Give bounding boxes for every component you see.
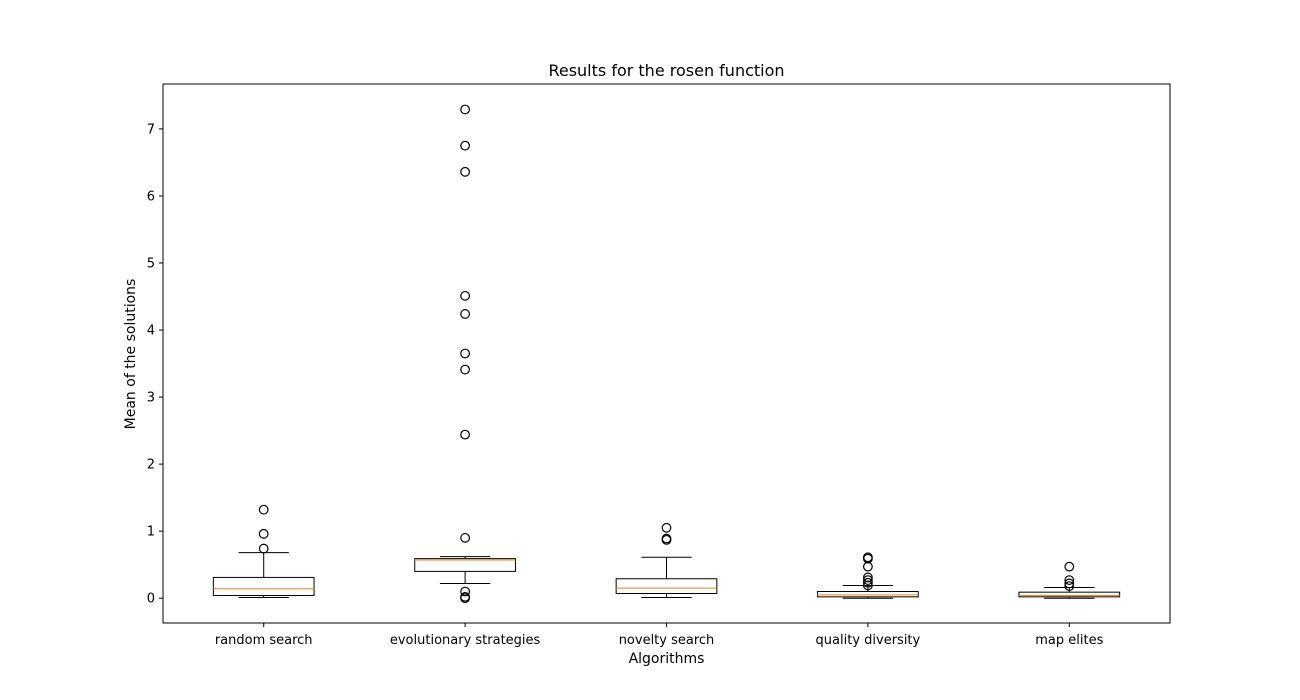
outlier-point <box>863 577 873 588</box>
outlier-point <box>863 552 873 563</box>
y-tick-label: 3 <box>147 391 155 406</box>
box-group <box>212 504 315 599</box>
chart-title: Results for the rosen function <box>548 61 784 80</box>
outlier-point <box>460 309 471 319</box>
outlier-point <box>863 572 873 583</box>
y-axis-label: Mean of the solutions <box>123 279 139 430</box>
outlier-point <box>258 528 269 539</box>
outlier-point <box>460 166 471 177</box>
outlier-point <box>661 522 672 533</box>
outlier-point <box>460 104 471 115</box>
x-tick-label: quality diversity <box>816 633 921 648</box>
outlier-point <box>1064 581 1075 592</box>
y-tick-label: 2 <box>147 458 155 473</box>
iqr-box <box>414 558 516 572</box>
y-tick-label: 0 <box>147 592 155 607</box>
axis-ticks: 0 1 2 3 4 5 6 7 random search evolutionary strate… <box>147 122 1104 648</box>
outlier-point <box>460 290 471 301</box>
outlier-point <box>460 429 471 440</box>
outlier-point <box>258 504 269 515</box>
y-tick-label: 7 <box>147 122 155 137</box>
outlier-point <box>460 532 471 543</box>
outlier-point <box>460 140 471 151</box>
y-tick-label: 4 <box>147 324 155 339</box>
x-tick-label: evolutionary strategies <box>390 633 541 648</box>
outlier-point <box>863 575 873 585</box>
x-tick-label: map elites <box>1035 633 1103 648</box>
box-group <box>817 552 919 599</box>
x-tick-label: random search <box>215 633 313 648</box>
y-tick-label: 1 <box>147 525 155 540</box>
iqr-box <box>817 590 919 598</box>
y-tick-label: 6 <box>147 189 155 204</box>
outlier-point <box>661 533 672 544</box>
outlier-point <box>1064 561 1075 572</box>
outlier-point <box>258 543 269 554</box>
outlier-point <box>460 364 471 375</box>
box-group <box>615 522 718 599</box>
iqr-box <box>615 578 718 595</box>
outlier-point <box>1064 578 1075 589</box>
box-group <box>1018 561 1121 599</box>
plot-frame <box>162 83 1171 624</box>
outlier-point <box>460 348 471 359</box>
y-tick-label: 5 <box>147 256 155 271</box>
x-tick-label: novelty search <box>619 633 715 648</box>
plot-area <box>212 104 1121 604</box>
box-group <box>414 104 516 604</box>
outlier-point <box>1064 575 1075 585</box>
outlier-point <box>460 586 471 597</box>
iqr-box <box>1018 591 1121 598</box>
x-axis-label: Algorithms <box>629 651 705 667</box>
outlier-point <box>460 591 471 602</box>
iqr-box <box>212 576 315 597</box>
